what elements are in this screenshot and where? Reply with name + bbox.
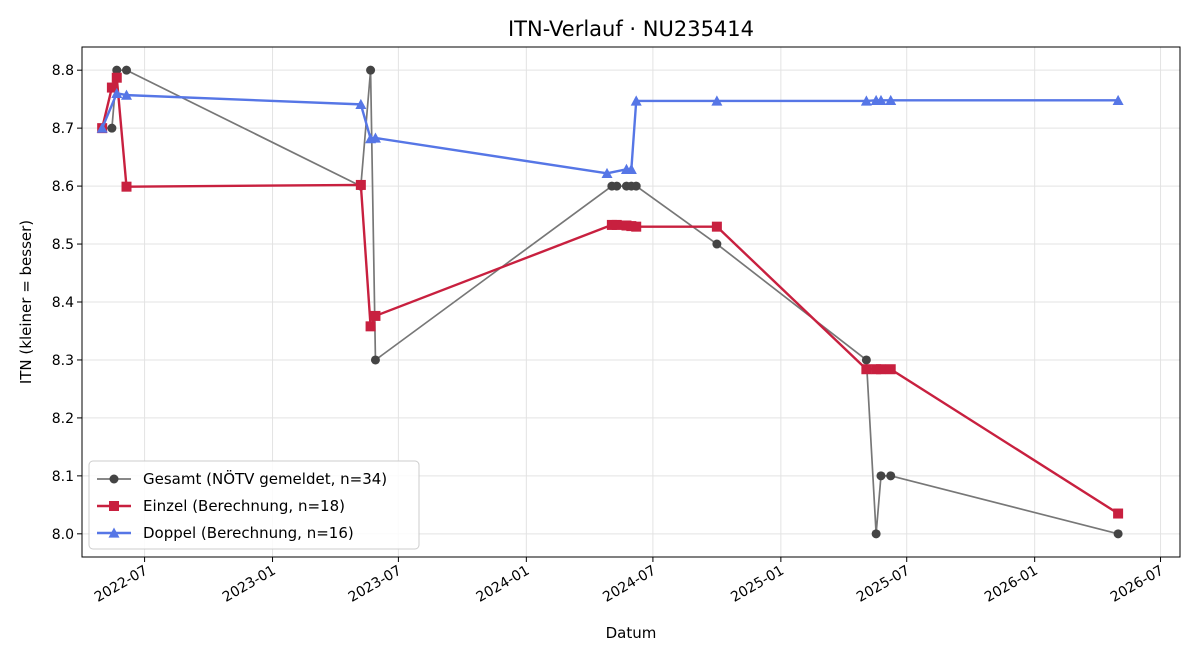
y-tick-label: 8.7 <box>52 121 74 137</box>
series-2-point <box>861 364 872 375</box>
legend-marker <box>109 474 119 484</box>
series-2-point <box>631 221 642 232</box>
legend-frame <box>88 460 420 550</box>
legend-entry-3: Doppel (Berechnung, n=16) <box>97 524 354 542</box>
series-3-point <box>355 98 367 110</box>
series-2-point <box>875 364 886 375</box>
legend: Gesamt (NÖTV gemeldet, n=34) Einzel (Bere… <box>88 460 420 550</box>
series-2-point <box>370 310 381 321</box>
legend-label: Einzel (Berechnung, n=18) <box>143 497 345 515</box>
legend-marker <box>108 527 120 538</box>
series-2-point <box>1113 508 1124 519</box>
series-1-point <box>1113 529 1123 539</box>
legend-marker <box>109 501 119 511</box>
series-1-point <box>712 239 722 249</box>
y-tick-label: 8.6 <box>52 179 74 195</box>
series-1-point <box>122 65 132 75</box>
series-3-point <box>121 89 133 100</box>
series-1-point <box>631 181 641 191</box>
series-3-point <box>630 95 642 106</box>
series-3-point <box>369 132 381 143</box>
series-1-point <box>112 65 122 75</box>
y-tick-label: 8.2 <box>52 411 74 427</box>
series-2-point <box>365 321 376 332</box>
series-3 <box>96 87 1124 179</box>
series-3-point <box>625 163 637 174</box>
y-tick-label: 8.5 <box>52 237 74 253</box>
chart-title: ITN-Verlauf · NU235414 <box>508 17 754 41</box>
series-2-point <box>106 82 117 93</box>
series-1-point <box>861 355 871 365</box>
y-tick-label: 8.0 <box>52 527 74 543</box>
series-3-point <box>96 122 108 133</box>
series-1-point <box>612 181 622 191</box>
series-1-point <box>107 123 117 133</box>
series-3-point <box>885 94 897 105</box>
y-tick-label: 8.1 <box>52 469 74 485</box>
series-2 <box>97 72 1124 519</box>
series-3-point <box>601 167 613 179</box>
series-1 <box>97 65 1123 539</box>
series-2-point <box>885 364 896 375</box>
y-axis: 8.0 8.1 8.2 8.3 8.4 8.5 8.6 8.7 8.8 <box>52 63 82 543</box>
series-2-point <box>121 181 132 192</box>
x-axis-label: Datum <box>606 624 657 642</box>
series-1-point <box>366 65 376 75</box>
series-3-point <box>711 95 723 106</box>
legend-entry-2: Einzel (Berechnung, n=18) <box>97 497 345 515</box>
series-3-point <box>1112 94 1124 105</box>
series-3-point <box>111 87 123 99</box>
series-1-point <box>370 355 380 365</box>
series-3-point <box>875 94 887 105</box>
series-1-point <box>876 471 886 481</box>
y-axis-label: ITN (kleiner = besser) <box>17 220 35 384</box>
series-2-point <box>611 219 622 230</box>
series-layer <box>96 65 1124 539</box>
series-2-point <box>711 221 722 232</box>
legend-label: Gesamt (NÖTV gemeldet, n=34) <box>143 469 387 488</box>
y-tick-label: 8.4 <box>52 295 74 311</box>
legend-label: Doppel (Berechnung, n=16) <box>143 524 354 542</box>
series-1-point <box>886 471 896 481</box>
series-1-point <box>871 529 881 539</box>
legend-entry-1: Gesamt (NÖTV gemeldet, n=34) <box>97 469 387 488</box>
series-2-point <box>355 179 366 190</box>
y-tick-label: 8.3 <box>52 353 74 369</box>
series-3-point <box>860 95 872 106</box>
y-tick-label: 8.8 <box>52 63 74 79</box>
series-2-point <box>111 72 122 83</box>
